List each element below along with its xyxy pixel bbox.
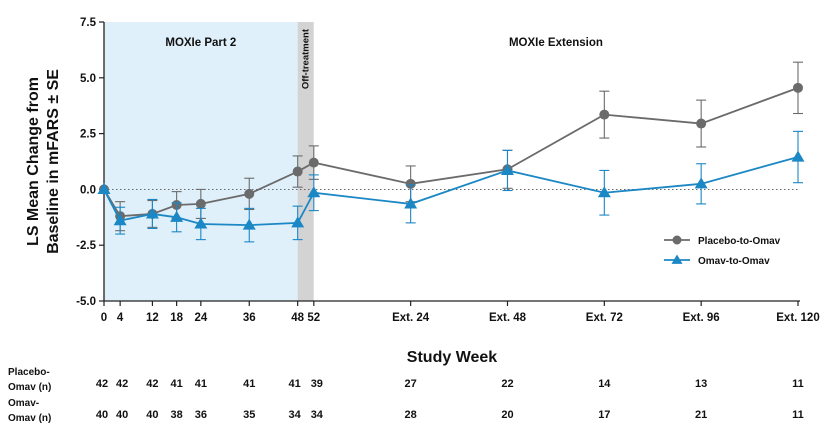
legend: Placebo-to-Omav Omav-to-Omav — [664, 235, 781, 267]
x-tick-label-3: 18 — [170, 312, 183, 324]
count-0-11: 13 — [695, 378, 707, 390]
phase-bands: MOXIe Part 2 Off-treatment MOXIe Extension — [104, 22, 798, 301]
count-1-9: 20 — [501, 409, 513, 421]
point-1-9 — [500, 163, 514, 175]
count-1-3: 38 — [171, 409, 183, 421]
count-0-9: 22 — [501, 378, 513, 390]
count-row-label-0-a: Placebo- — [8, 367, 50, 378]
y-tick-label-0: 7.5 — [80, 17, 97, 29]
series-1 — [97, 130, 805, 243]
legend-label-1: Omav-to-Omav — [698, 256, 770, 267]
count-1-6: 34 — [289, 409, 302, 421]
series-layer — [97, 61, 805, 243]
x-axis-title: Study Week — [407, 349, 498, 366]
number-at-risk-table: Placebo- Omav (n) 42 42 42 41 41 41 41 39 27 22 14 13… — [8, 367, 804, 424]
x-tick-label-0: 0 — [101, 312, 107, 324]
point-1-0 — [97, 182, 111, 194]
count-1-0: 40 — [96, 409, 108, 421]
point-1-5 — [242, 218, 256, 230]
x-tick-label-8: Ext. 24 — [392, 312, 430, 324]
y-axis-title-line-2: Baseline in mFARS ± SE — [45, 69, 62, 254]
band-2 — [313, 22, 798, 301]
count-1-11: 21 — [695, 409, 707, 421]
y-tick-label-3: 0.0 — [80, 184, 96, 196]
x-tick-label-12: Ext. 120 — [776, 312, 819, 324]
count-0-4: 41 — [195, 378, 207, 390]
count-row-label-1-a: Omav- — [8, 398, 39, 409]
point-0-12 — [793, 82, 803, 93]
point-1-12 — [791, 150, 805, 162]
x-tick-label-7: 52 — [307, 312, 320, 324]
band-label-0: MOXIe Part 2 — [165, 37, 236, 49]
point-0-8 — [405, 178, 416, 189]
x-tick-label-4: 24 — [194, 312, 207, 324]
x-tick-label-2: 12 — [146, 312, 159, 324]
legend-marker-1 — [671, 254, 683, 264]
legend-marker-0 — [672, 235, 682, 245]
count-1-8: 28 — [405, 409, 417, 421]
count-0-7: 39 — [311, 378, 323, 390]
point-1-7 — [307, 186, 321, 198]
point-1-3 — [170, 210, 184, 222]
count-0-2: 42 — [146, 378, 158, 390]
count-row-label-0-b: Omav (n) — [8, 382, 51, 393]
point-1-2 — [145, 207, 159, 219]
x-tick-label-9: Ext. 48 — [489, 312, 527, 324]
x-tick-label-6: 48 — [291, 312, 304, 324]
x-tick-label-11: Ext. 96 — [683, 312, 720, 324]
count-0-10: 14 — [598, 378, 611, 390]
count-1-5: 35 — [243, 409, 255, 421]
count-0-0: 42 — [96, 378, 108, 390]
band-label-2: MOXIe Extension — [509, 37, 603, 49]
count-0-6: 41 — [289, 378, 301, 390]
count-1-2: 40 — [146, 409, 158, 421]
y-axis-title-line-1: LS Mean Change from — [25, 77, 42, 246]
x-tick-label-5: 36 — [243, 312, 256, 324]
point-0-5 — [244, 188, 255, 199]
count-1-1: 40 — [116, 409, 128, 421]
band-0 — [104, 22, 298, 301]
point-0-10 — [599, 109, 610, 120]
point-1-11 — [694, 177, 708, 189]
count-0-12: 11 — [792, 378, 804, 390]
point-0-11 — [696, 118, 707, 129]
point-1-10 — [597, 186, 611, 198]
point-1-1 — [113, 214, 127, 226]
point-1-4 — [194, 217, 208, 229]
y-tick-label-5: -5.0 — [76, 296, 96, 308]
point-1-6 — [291, 216, 305, 228]
count-1-7: 34 — [311, 409, 324, 421]
y-tick-label-4: -2.5 — [76, 240, 96, 252]
count-0-3: 41 — [171, 378, 183, 390]
count-1-4: 36 — [195, 409, 207, 421]
y-tick-label-1: 5.0 — [80, 73, 96, 85]
band-label-1: Off-treatment — [301, 28, 312, 89]
point-0-6 — [292, 166, 303, 177]
count-1-12: 11 — [792, 409, 804, 421]
band-1 — [297, 22, 314, 301]
count-0-5: 41 — [243, 378, 255, 390]
count-0-1: 42 — [116, 378, 128, 390]
point-0-7 — [308, 157, 319, 168]
count-1-10: 17 — [598, 409, 610, 421]
x-tick-label-1: 4 — [117, 312, 124, 324]
axes: 7.5 5.0 2.5 0.0 -2.5 -5.0 0 4 12 18 24 36 48 52 Ext. 2… — [25, 17, 820, 366]
count-0-8: 27 — [405, 378, 417, 390]
legend-label-0: Placebo-to-Omav — [698, 236, 781, 247]
point-0-4 — [195, 198, 206, 209]
x-tick-label-10: Ext. 72 — [586, 312, 623, 324]
y-tick-label-2: 2.5 — [80, 129, 97, 141]
count-row-label-1-b: Omav (n) — [8, 413, 51, 424]
point-1-8 — [404, 197, 418, 209]
